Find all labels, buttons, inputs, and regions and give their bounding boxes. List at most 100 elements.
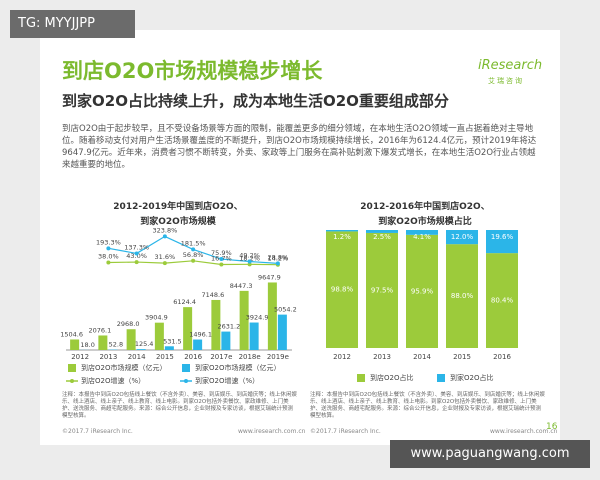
data-label: 56.8% [183,251,204,259]
bar-segment [366,230,398,233]
bar-segment [446,230,478,245]
line-point [219,257,224,262]
x-tick-label: 2014 [413,353,431,361]
bar [221,331,231,350]
subtitle: 到家O2O占比持续上升，成为本地生活O2O重要组成部分 [62,92,449,110]
x-tick-label: 2014 [128,353,146,361]
legend-swatch [182,364,190,372]
data-label: 1.2% [333,233,351,241]
line-point [106,260,111,265]
chart-title: 2012-2016年中国到店O2O、到家O2O市场规模占比 [360,200,489,227]
data-label: 38.0% [98,253,119,261]
notes: 注释：本报告中到店O2O包括线上餐饮（不含外卖）、美容、到店娱乐、到店婚庆等；线… [310,392,545,419]
notes: 注释：本报告中到店O2O包括线上餐饮（不含外卖）、美容、到店娱乐、到店婚庆等；线… [62,392,297,419]
url: www.iresearch.com.cn [238,428,306,435]
data-label: 49.2% [239,252,260,260]
copyright: ©2017.7 iResearch Inc. [62,428,133,435]
legend-label: 到店O2O增速（%） [81,376,145,385]
line-point [247,262,252,267]
data-label: 75.9% [211,249,232,257]
legend-label: 到家O2O市场规模（亿元） [195,363,280,372]
legend-swatch [68,364,76,372]
legend-dot [184,379,188,383]
x-tick-label: 2019e [267,353,289,361]
data-label: 80.4% [491,297,514,305]
line-point [106,246,111,251]
x-tick-label: 2013 [373,353,391,361]
data-label: 88.0% [451,292,474,300]
line-point [162,234,167,239]
data-label: 2.5% [373,233,391,241]
data-label: 193.3% [96,238,121,246]
data-label: 4.1% [413,233,431,241]
data-label: 14.2% [268,255,289,263]
data-label: 19.6% [491,233,514,241]
bar [164,346,174,350]
data-label: 52.8 [109,341,123,349]
title: 到店O2O市场规模稳步增长 [62,59,323,83]
legend-swatch [357,374,365,382]
bar [154,322,164,350]
data-label: 7148.6 [202,291,225,299]
x-tick-label: 2018e [239,353,261,361]
bar-segment [406,234,438,348]
data-label: 97.5% [371,286,394,294]
data-label: 125.4 [135,340,154,348]
line-point [219,262,224,267]
data-label: 98.8% [331,286,354,294]
paragraph: 到店O2O由于起步较早，且不受设备场景等方面的限制，能覆盖更多的细分领域，在本地… [62,124,537,170]
bar [249,322,259,350]
data-label: 9647.9 [258,273,281,281]
data-label: 531.5 [163,337,182,345]
data-label: 43.0% [126,252,147,260]
data-label: 8447.3 [230,282,253,290]
bar-segment [486,230,518,254]
legend-label: 到家O2O增速（%） [195,376,259,385]
url: www.iresearch.com.cn [490,428,558,435]
bar-segment [326,231,358,348]
bar [136,349,146,350]
legend-swatch [437,374,445,382]
data-label: 181.5% [181,239,206,247]
data-label: 137.3% [124,243,149,251]
logo-sub: 艾瑞咨询 [488,77,524,85]
logo: iResearch [478,58,543,73]
data-label: 31.6% [155,253,176,261]
x-tick-label: 2013 [99,353,117,361]
data-label: 18.2% [239,254,260,262]
line-point [162,261,167,266]
copyright: ©2017.7 iResearch Inc. [310,428,381,435]
data-label: 323.8% [152,226,177,234]
bar-segment [326,230,358,232]
data-label: 2076.1 [89,326,112,334]
line-point [275,261,280,266]
data-label: 12.0% [451,233,474,241]
bar [70,339,80,350]
legend-label: 到家O2O占比 [450,373,493,382]
chart-title: 2012-2019年中国到店O2O、到家O2O市场规模 [113,200,242,227]
bar-segment [366,232,398,348]
legend-label: 到店O2O占比 [370,373,413,382]
x-tick-label: 2017e [210,353,232,361]
line-point [191,258,196,263]
tag: TG: MYYJJPP [10,10,135,38]
x-tick-label: 2015 [156,353,174,361]
data-label: 2968.0 [117,320,140,328]
line-point [134,251,139,256]
data-label: 1504.6 [60,330,83,338]
bar [126,329,136,350]
data-label: 5054.2 [274,306,297,314]
x-tick-label: 2015 [453,353,471,361]
data-label: 28.8% [268,253,289,261]
data-label: 3904.9 [145,314,168,322]
bar-segment [406,230,438,235]
line-point [191,247,196,252]
x-tick-label: 2016 [184,353,202,361]
bar [193,339,203,350]
data-label: 3924.9 [246,314,269,322]
data-label: 18.0 [80,341,94,349]
data-label: 95.9% [411,287,434,295]
x-tick-label: 2016 [493,353,511,361]
bar-segment [486,253,518,348]
